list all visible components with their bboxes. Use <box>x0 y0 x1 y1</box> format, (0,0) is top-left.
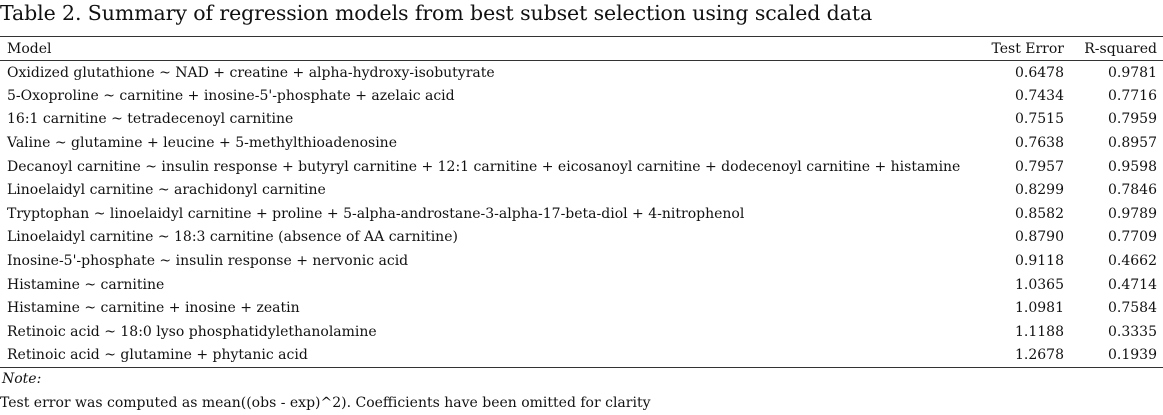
cell-test-error: 0.8299 <box>1015 182 1064 199</box>
regression-table: Model Test Error R-squared Oxidized glut… <box>0 36 1163 368</box>
cell-r-squared: 0.7709 <box>1108 229 1157 246</box>
cell-test-error: 0.9118 <box>1015 253 1064 270</box>
cell-r-squared: 0.4662 <box>1108 253 1157 270</box>
cell-model: Valine ~ glutamine + leucine + 5-methylt… <box>7 135 397 152</box>
table-row: Histamine ~ carnitine 1.0365 0.4714 <box>0 273 1163 297</box>
cell-model: Decanoyl carnitine ~ insulin response + … <box>7 158 961 175</box>
cell-r-squared: 0.7846 <box>1108 182 1157 199</box>
cell-r-squared: 0.3335 <box>1108 323 1157 340</box>
table-row: Histamine ~ carnitine + inosine + zeatin… <box>0 296 1163 320</box>
cell-model: Linoelaidyl carnitine ~ 18:3 carnitine (… <box>7 229 458 246</box>
cell-r-squared: 0.9598 <box>1108 158 1157 175</box>
cell-model: Retinoic acid ~ glutamine + phytanic aci… <box>7 347 308 364</box>
note-label: Note: <box>2 371 42 387</box>
table-row: Linoelaidyl carnitine ~ 18:3 carnitine (… <box>0 226 1163 250</box>
cell-r-squared: 0.8957 <box>1108 135 1157 152</box>
table-row: Retinoic acid ~ 18:0 lyso phosphatidylet… <box>0 320 1163 344</box>
cell-model: 16:1 carnitine ~ tetradecenoyl carnitine <box>7 111 294 128</box>
table-row: Valine ~ glutamine + leucine + 5-methylt… <box>0 131 1163 155</box>
cell-test-error: 1.0981 <box>1015 300 1064 317</box>
cell-test-error: 0.7515 <box>1015 111 1064 128</box>
table-row: Tryptophan ~ linoelaidyl carnitine + pro… <box>0 202 1163 226</box>
table-row: Linoelaidyl carnitine ~ arachidonyl carn… <box>0 178 1163 202</box>
cell-r-squared: 0.7959 <box>1108 111 1157 128</box>
cell-r-squared: 0.7716 <box>1108 87 1157 104</box>
table-row: Retinoic acid ~ glutamine + phytanic aci… <box>0 344 1163 368</box>
header-test-error: Test Error <box>991 40 1064 57</box>
cell-test-error: 1.1188 <box>1015 323 1064 340</box>
table-header-row: Model Test Error R-squared <box>0 36 1163 61</box>
cell-model: 5-Oxoproline ~ carnitine + inosine-5'-ph… <box>7 87 455 104</box>
cell-r-squared: 0.9781 <box>1108 64 1157 81</box>
cell-model: Retinoic acid ~ 18:0 lyso phosphatidylet… <box>7 323 377 340</box>
table-row: Inosine-5'-phosphate ~ insulin response … <box>0 249 1163 273</box>
cell-test-error: 0.7434 <box>1015 87 1064 104</box>
cell-test-error: 1.0365 <box>1015 276 1064 293</box>
cell-test-error: 1.2678 <box>1015 347 1064 364</box>
note-text: Test error was computed as mean((obs - e… <box>0 395 651 411</box>
table-row: 5-Oxoproline ~ carnitine + inosine-5'-ph… <box>0 84 1163 108</box>
cell-test-error: 0.8582 <box>1015 205 1064 222</box>
cell-model: Inosine-5'-phosphate ~ insulin response … <box>7 253 409 270</box>
cell-r-squared: 0.7584 <box>1108 300 1157 317</box>
cell-model: Oxidized glutathione ~ NAD + creatine + … <box>7 64 495 81</box>
cell-r-squared: 0.1939 <box>1108 347 1157 364</box>
cell-r-squared: 0.4714 <box>1108 276 1157 293</box>
cell-test-error: 0.7957 <box>1015 158 1064 175</box>
cell-r-squared: 0.9789 <box>1108 205 1157 222</box>
cell-test-error: 0.6478 <box>1015 64 1064 81</box>
cell-test-error: 0.8790 <box>1015 229 1064 246</box>
table-caption: Table 2. Summary of regression models fr… <box>0 1 873 25</box>
cell-test-error: 0.7638 <box>1015 135 1064 152</box>
table-row: Oxidized glutathione ~ NAD + creatine + … <box>0 61 1163 85</box>
table-row: 16:1 carnitine ~ tetradecenoyl carnitine… <box>0 108 1163 132</box>
cell-model: Histamine ~ carnitine <box>7 276 165 293</box>
table-row: Decanoyl carnitine ~ insulin response + … <box>0 155 1163 179</box>
header-r-squared: R-squared <box>1084 40 1157 57</box>
cell-model: Tryptophan ~ linoelaidyl carnitine + pro… <box>7 205 745 222</box>
header-model: Model <box>7 40 52 57</box>
cell-model: Histamine ~ carnitine + inosine + zeatin <box>7 300 300 317</box>
cell-model: Linoelaidyl carnitine ~ arachidonyl carn… <box>7 182 326 199</box>
